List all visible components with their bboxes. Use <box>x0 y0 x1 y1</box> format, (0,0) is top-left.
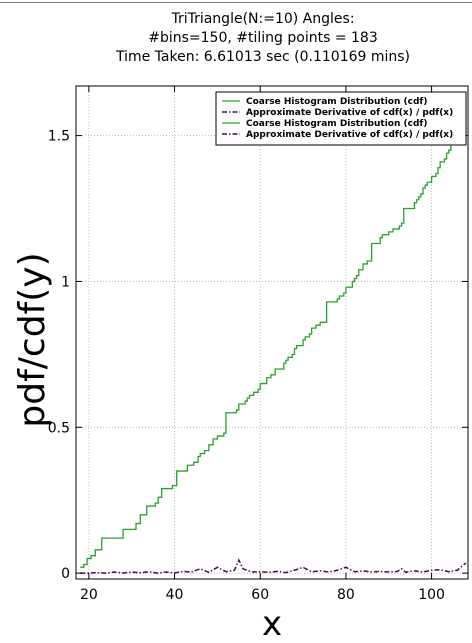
y-axis-label: pdf/cdf(y) <box>12 252 53 427</box>
legend: Coarse Histogram Distribution (cdf) Appr… <box>215 91 467 146</box>
title-line-3: Time Taken: 6.61013 sec (0.110169 mins) <box>115 49 410 65</box>
plot-area <box>80 106 467 574</box>
title-line-1: TriTriangle(N:=10) Angles: <box>170 11 354 27</box>
y-tick-label: 0 <box>61 566 70 582</box>
legend-label-cdf: Coarse Histogram Distribution (cdf) <box>246 119 427 129</box>
title-line-2: #bins=150, #tiling points = 183 <box>148 30 377 46</box>
y-tick-label: 0.5 <box>48 420 70 436</box>
plot-frame <box>75 85 469 580</box>
grid-lines <box>76 86 468 579</box>
x-tick-label: 40 <box>166 587 184 603</box>
x-tick-label: 100 <box>418 587 445 603</box>
x-tick-label: 20 <box>80 587 98 603</box>
top-divider <box>0 2 472 3</box>
legend-box <box>215 91 467 146</box>
pdf-series-line <box>80 558 467 574</box>
chart-title: TriTriangle(N:=10) Angles: #bins=150, #t… <box>115 11 410 65</box>
legend-label-pdf: Approximate Derivative of cdf(x) / pdf(x… <box>246 130 453 140</box>
y-tick-labels: 0 0.5 1 1.5 <box>48 129 70 583</box>
cdf-series-line <box>80 106 465 568</box>
legend-label-pdf: Approximate Derivative of cdf(x) / pdf(x… <box>246 108 453 118</box>
x-axis-label: x <box>262 604 282 643</box>
y-tick-label: 1.5 <box>48 129 70 145</box>
axis-ticks <box>76 86 468 579</box>
x-tick-label: 80 <box>337 587 355 603</box>
y-tick-label: 1 <box>61 274 70 290</box>
legend-label-cdf: Coarse Histogram Distribution (cdf) <box>246 97 427 107</box>
x-tick-label: 60 <box>251 587 269 603</box>
x-tick-labels: 20 40 60 80 100 <box>80 587 445 603</box>
